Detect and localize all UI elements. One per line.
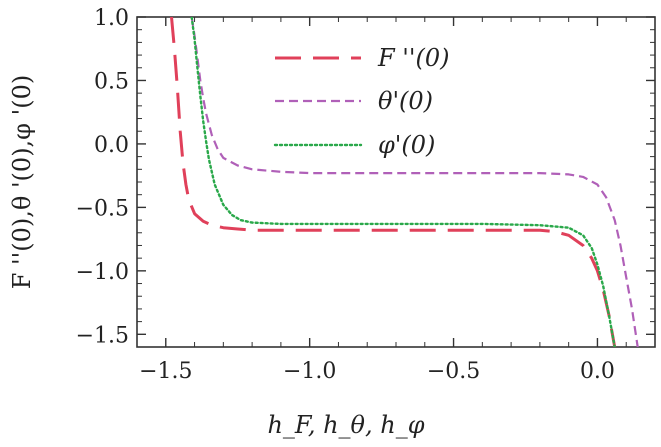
y-tick-label: −0.5: [76, 196, 129, 221]
y-axis-title: F ''(0),θ '(0),φ '(0): [8, 75, 36, 289]
x-tick-label: −0.5: [427, 359, 480, 384]
series-line-1: [170, 17, 617, 347]
y-tick-label: 1.0: [94, 6, 129, 31]
x-tick-label: 0.0: [580, 359, 615, 384]
y-tick-label: −1.5: [76, 323, 129, 348]
y-tick-label: 0.0: [94, 133, 129, 158]
legend-label-1: F ''(0): [377, 44, 449, 72]
y-tick-label: 0.5: [94, 69, 129, 94]
series-line-2: [190, 17, 639, 347]
legend-label-3: φ'(0): [378, 131, 435, 159]
x-tick-label: −1.5: [139, 359, 192, 384]
x-axis-title: h_F, h_θ, h_φ: [267, 411, 424, 439]
y-tick-label: −1.0: [76, 260, 129, 285]
legend-label-2: θ'(0): [378, 87, 433, 115]
series-line-3: [190, 17, 616, 347]
x-tick-label: −1.0: [283, 359, 336, 384]
